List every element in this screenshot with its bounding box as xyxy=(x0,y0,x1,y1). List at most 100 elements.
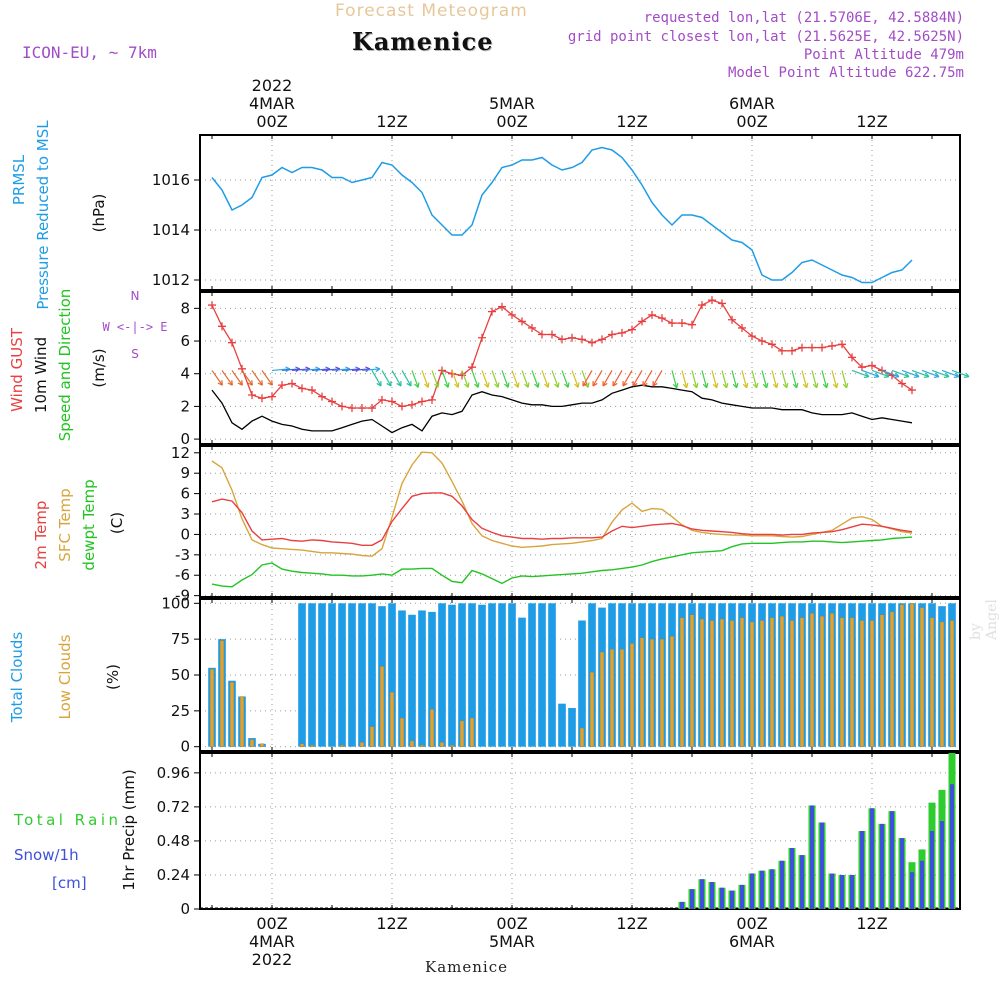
total-rain-label: Total Rain xyxy=(13,811,118,829)
time-label-top: 12Z xyxy=(856,112,887,131)
low-cloud-bar xyxy=(609,648,615,747)
wind-arrow xyxy=(731,370,738,388)
wind-arrow xyxy=(642,370,653,387)
wind-arrow xyxy=(612,370,623,387)
panel-frame xyxy=(199,752,961,910)
gust-marker xyxy=(258,394,266,403)
wind-arrow xyxy=(891,369,910,378)
low-cloud-bar xyxy=(869,620,875,747)
wind-arrow-head xyxy=(514,382,520,388)
wind-arrow-head xyxy=(592,381,598,387)
wind-arrow xyxy=(781,370,788,388)
wind-arrow-head xyxy=(247,380,253,386)
gust-marker xyxy=(908,386,916,395)
gust-marker xyxy=(268,392,276,401)
snow-bar xyxy=(710,882,714,909)
time-label-top: 4MAR xyxy=(249,94,295,113)
gust-marker xyxy=(628,325,636,334)
time-label-top: 12Z xyxy=(616,112,647,131)
wind-arrow-head xyxy=(742,382,749,389)
wind-arrow xyxy=(711,370,718,388)
low-cloud-bar xyxy=(209,669,215,747)
total-cloud-bar xyxy=(298,603,306,747)
wind-arrow-head xyxy=(217,380,223,386)
pressure-line xyxy=(211,146,913,284)
total-cloud-bar xyxy=(408,614,416,747)
time-label-bottom: 4MAR xyxy=(249,932,295,951)
y-tick-label: 8 xyxy=(180,299,190,317)
low-cloud-bar xyxy=(709,620,715,747)
time-label-bottom: 6MAR xyxy=(729,932,775,951)
wind-arrow xyxy=(571,370,579,388)
wind-arrow xyxy=(821,370,828,388)
gust-marker xyxy=(478,333,486,342)
wind-arrow-head xyxy=(454,382,460,388)
low-cloud-bar xyxy=(689,614,695,747)
low-cloud-bar xyxy=(299,743,305,747)
y-tick-label: 0 xyxy=(180,430,190,448)
wind-arrow xyxy=(261,370,273,386)
wind-arrow xyxy=(341,368,360,372)
gust-marker xyxy=(398,402,406,411)
low-cloud-bar xyxy=(589,671,595,747)
y-tick-label: 0.24 xyxy=(157,866,190,884)
panel-frame xyxy=(199,598,961,752)
wind-arrow-head xyxy=(923,372,930,378)
y-tick-label: 0.48 xyxy=(157,832,190,850)
wind-arrow xyxy=(431,370,439,388)
wind-arrow xyxy=(851,369,870,378)
wind-arrow xyxy=(481,370,489,388)
total-cloud-bar xyxy=(448,604,456,747)
sfc-temp-label: SFC Temp xyxy=(56,488,74,561)
requested-coords: requested lon,lat (21.5706E, 42.5884N) xyxy=(643,10,964,26)
low-cloud-bar xyxy=(359,742,365,747)
low-cloud-bar xyxy=(579,727,585,747)
gust-marker xyxy=(378,395,386,404)
wind-arrow-head xyxy=(444,382,450,388)
y-tick-label: 1014 xyxy=(152,221,190,239)
pressure-unit-label: (hPa) xyxy=(90,194,108,233)
low-cloud-bar xyxy=(599,651,605,747)
wind-arrow-head xyxy=(732,382,739,389)
wind-arrow xyxy=(351,368,370,372)
wind-arrow-head xyxy=(574,382,580,388)
low-cloud-bar xyxy=(879,614,885,747)
snow-bar xyxy=(760,870,764,909)
low-cloud-bar xyxy=(699,618,705,747)
wind-arrow xyxy=(652,370,663,387)
wind-arrow xyxy=(251,370,263,386)
wind-arrow xyxy=(241,370,253,386)
wind-arrow xyxy=(221,370,233,386)
temp-unit-label: (C) xyxy=(108,512,126,534)
wind-arrow-head xyxy=(504,382,510,388)
y-tick-label: 100 xyxy=(161,594,190,612)
y-tick-label: 6 xyxy=(180,332,190,350)
total-cloud-bar xyxy=(428,611,436,747)
compass-south: S xyxy=(131,347,139,361)
snow-bar xyxy=(820,822,824,909)
time-label-top: 6MAR xyxy=(729,94,775,113)
gust-marker xyxy=(548,330,556,339)
gust-marker xyxy=(758,337,766,346)
wind-arrow-head xyxy=(953,372,960,378)
total-cloud-bar xyxy=(338,603,346,747)
compass-west-east: W <-|-> E xyxy=(102,320,167,334)
wind-arrow xyxy=(531,370,539,388)
total-cloud-bar xyxy=(488,603,496,747)
wind-arrow xyxy=(841,370,848,388)
wind-arrow-head xyxy=(534,382,540,388)
low-cloud-bar xyxy=(929,617,935,747)
pressure-label-prmsl: PRMSL xyxy=(10,154,28,205)
low-cloud-bar xyxy=(779,616,785,747)
wind-arrow xyxy=(501,370,509,388)
wind-arrow-head xyxy=(963,372,970,378)
low-cloud-bar xyxy=(889,611,895,747)
low-cloud-bar xyxy=(719,618,725,747)
snow-bar xyxy=(800,855,804,909)
gust-marker xyxy=(768,340,776,349)
time-label-bottom: 12Z xyxy=(616,914,647,933)
wind-arrow-head xyxy=(752,382,759,389)
low-cloud-bar xyxy=(749,621,755,747)
gust-marker xyxy=(488,307,496,316)
gust-marker xyxy=(248,390,256,399)
